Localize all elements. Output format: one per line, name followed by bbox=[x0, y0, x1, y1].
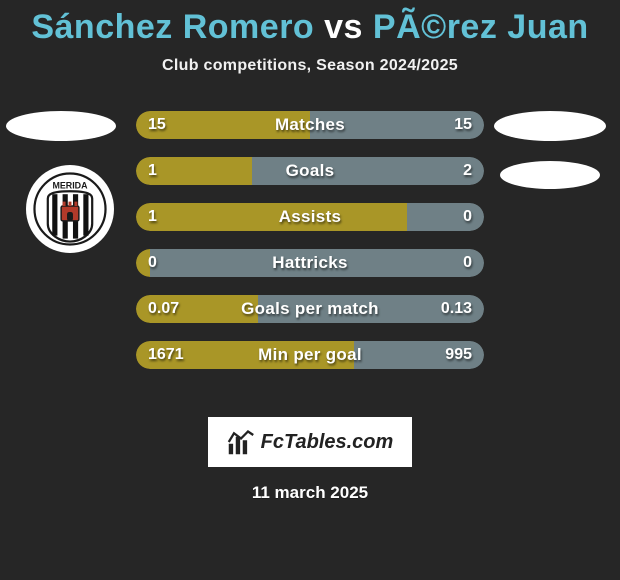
stat-row: 00Hattricks bbox=[136, 249, 484, 277]
date-text: 11 march 2025 bbox=[0, 483, 620, 503]
comparison-infographic: Sánchez Romero vs PÃ©rez Juan Club compe… bbox=[0, 0, 620, 580]
left-club-oval bbox=[6, 111, 116, 141]
fctables-chart-icon bbox=[227, 428, 255, 456]
fctables-logo-text: FcTables.com bbox=[261, 431, 394, 454]
player2-name: PÃ©rez Juan bbox=[373, 8, 589, 46]
content-area: MERIDA 1515Matches 12Goals 10Assists 00Hatt… bbox=[0, 111, 620, 411]
subtitle-text: Club competitions, Season 2024/2025 bbox=[0, 57, 620, 75]
stat-row: 1671995Min per goal bbox=[136, 341, 484, 369]
player1-name: Sánchez Romero bbox=[31, 8, 314, 46]
merida-crest-icon: MERIDA bbox=[33, 172, 107, 246]
stat-bars: 1515Matches 12Goals 10Assists 00Hattricks 0.… bbox=[136, 111, 484, 387]
stat-label: Min per goal bbox=[136, 341, 484, 369]
stat-row: 1515Matches bbox=[136, 111, 484, 139]
stat-row: 0.070.13Goals per match bbox=[136, 295, 484, 323]
right-club-oval-2 bbox=[500, 161, 600, 189]
page-title: Sánchez Romero vs PÃ©rez Juan bbox=[0, 0, 620, 47]
fctables-logo: FcTables.com bbox=[208, 417, 412, 467]
stat-label: Goals per match bbox=[136, 295, 484, 323]
stat-row: 10Assists bbox=[136, 203, 484, 231]
stat-label: Matches bbox=[136, 111, 484, 139]
right-club-oval-1 bbox=[494, 111, 606, 141]
stat-label: Hattricks bbox=[136, 249, 484, 277]
vs-text: vs bbox=[314, 8, 373, 46]
stat-label: Assists bbox=[136, 203, 484, 231]
left-club-crest: MERIDA bbox=[26, 165, 114, 253]
svg-text:MERIDA: MERIDA bbox=[52, 180, 88, 190]
stat-row: 12Goals bbox=[136, 157, 484, 185]
stat-label: Goals bbox=[136, 157, 484, 185]
